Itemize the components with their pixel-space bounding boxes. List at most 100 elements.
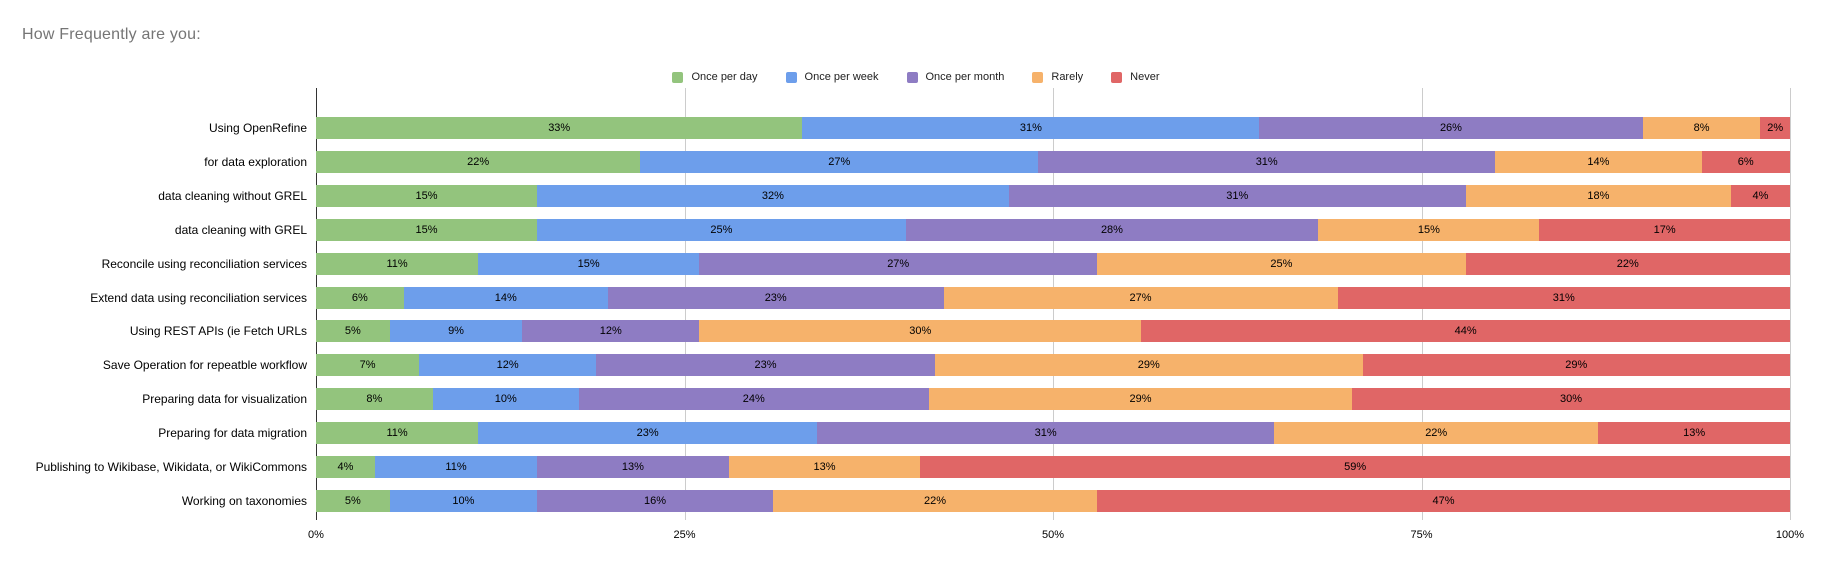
bar-segment[interactable]: 25% [537, 218, 906, 241]
bar-segment[interactable]: 23% [607, 286, 944, 309]
bar-segment[interactable]: 12% [419, 354, 597, 377]
bar-segment[interactable]: 5% [316, 320, 390, 343]
legend-swatch-icon [1111, 71, 1123, 83]
bar-segment[interactable]: 12% [522, 320, 700, 343]
bar-row: data cleaning with GREL 15% 25% 28% 15% 17% [175, 213, 1790, 247]
x-tick-label: 50% [1041, 529, 1065, 541]
x-tick-label: 25% [673, 529, 696, 541]
bar-segment[interactable]: 15% [316, 218, 538, 241]
stacked-bar: 11% 15% 27% 25% 22% [316, 252, 1790, 275]
legend-item: Once per day [672, 71, 758, 83]
bar-segment[interactable]: 10% [389, 490, 538, 513]
legend-label: Once per month [925, 71, 1005, 83]
bar-segment[interactable]: 24% [578, 388, 929, 411]
chart-title: How Frequently are you: [22, 26, 201, 43]
bar-segment[interactable]: 10% [432, 388, 579, 411]
category-label: Preparing for data migration [158, 426, 307, 441]
bar-segment[interactable]: 27% [640, 150, 1039, 173]
bar-segment[interactable]: 29% [935, 354, 1363, 377]
bar-segment[interactable]: 22% [1274, 422, 1599, 445]
bar-segment[interactable]: 27% [943, 286, 1338, 309]
bar-row: for data exploration 22% 27% 31% 14% 6% [204, 145, 1790, 179]
bar-segment[interactable]: 11% [316, 422, 479, 445]
bar-segment[interactable]: 8% [316, 388, 433, 411]
bar-segment[interactable]: 23% [596, 354, 936, 377]
legend-label: Rarely [1051, 71, 1084, 83]
bar-segment[interactable]: 4% [1731, 184, 1790, 207]
bar-segment[interactable]: 29% [1362, 354, 1790, 377]
bar-segment[interactable]: 18% [1465, 184, 1732, 207]
bar-segment[interactable]: 33% [316, 116, 803, 139]
bar-segment[interactable]: 6% [316, 286, 404, 309]
bar-segment[interactable]: 6% [1701, 150, 1790, 173]
bar-segment[interactable]: 13% [1598, 422, 1790, 445]
bar-row: Using REST APIs (ie Fetch URLs 5% 9% 12% 30%… [130, 315, 1790, 349]
legend-swatch-icon [785, 71, 797, 83]
bar-segment[interactable]: 47% [1097, 490, 1790, 513]
x-tick-label: 100% [1775, 529, 1805, 541]
bar-segment[interactable]: 31% [802, 116, 1260, 139]
bar-segment[interactable]: 30% [699, 320, 1142, 343]
x-axis: 0% 25% 50% 75% 100% [308, 520, 1804, 550]
bar-segment[interactable]: 2% [1760, 116, 1790, 139]
bar-segment[interactable]: 27% [699, 252, 1098, 275]
bar-segment[interactable]: 11% [316, 252, 479, 275]
stacked-bar: 11% 23% 31% 22% 13% [316, 422, 1790, 445]
bar-segment[interactable]: 15% [316, 184, 538, 207]
bar-segment[interactable]: 14% [403, 286, 608, 309]
bar-segment[interactable]: 15% [478, 252, 700, 275]
bar-segment[interactable]: 8% [1642, 116, 1761, 139]
bar-row: Using OpenRefine 33% 31% 26% 8% 2% [209, 111, 1790, 145]
stacked-bar: 5% 10% 16% 22% 47% [316, 490, 1790, 513]
stacked-bar: 7% 12% 23% 29% 29% [316, 354, 1790, 377]
bar-segment[interactable]: 22% [316, 150, 641, 173]
bar-segment[interactable]: 11% [374, 456, 538, 479]
stacked-bar: 5% 9% 12% 30% 44% [316, 320, 1790, 343]
bar-segment[interactable]: 31% [1337, 286, 1790, 309]
bar-segment[interactable]: 23% [478, 422, 818, 445]
bar-segment[interactable]: 14% [1495, 150, 1702, 173]
bar-segment[interactable]: 29% [928, 388, 1353, 411]
bar-segment[interactable]: 22% [1465, 252, 1790, 275]
bar-segment[interactable]: 32% [537, 184, 1009, 207]
bar-segment[interactable]: 7% [316, 354, 420, 377]
bar-segment[interactable]: 4% [316, 456, 375, 479]
category-label: Preparing data for visualization [142, 392, 307, 407]
bar-segment[interactable]: 31% [1038, 150, 1496, 173]
category-label: Save Operation for repeatble workflow [102, 358, 307, 373]
bar-segment[interactable]: 9% [389, 320, 523, 343]
bar-segment[interactable]: 28% [905, 218, 1319, 241]
bar-segment[interactable]: 59% [920, 456, 1790, 479]
bar-segment[interactable]: 13% [537, 456, 729, 479]
legend: Once per day Once per week Once per month R… [0, 70, 1832, 84]
bar-segment[interactable]: 31% [817, 422, 1275, 445]
bar-segment[interactable]: 13% [728, 456, 921, 479]
bar-row: Extend data using reconciliation service… [90, 281, 1790, 315]
bar-row: Save Operation for repeatble workflow 7% 1… [103, 348, 1790, 382]
legend-item: Once per week [785, 71, 879, 83]
category-label: data cleaning with GREL [174, 222, 307, 237]
bar-segment[interactable]: 31% [1008, 184, 1466, 207]
category-label: Publishing to Wikibase, Wikidata, or Wik… [35, 460, 307, 475]
category-label: Extend data using reconciliation service… [90, 290, 307, 305]
bar-rows: Using OpenRefine 33% 31% 26% 8% 2% for data ex… [36, 111, 1790, 518]
bar-segment[interactable]: 30% [1352, 388, 1790, 411]
legend-label: Once per week [804, 71, 879, 83]
bar-segment[interactable]: 5% [316, 490, 390, 513]
x-tick-label: 75% [1410, 529, 1433, 541]
bar-segment[interactable]: 44% [1141, 320, 1790, 343]
gridline [1790, 88, 1791, 520]
bar-segment[interactable]: 17% [1539, 218, 1790, 241]
bar-segment[interactable]: 26% [1259, 116, 1643, 139]
bar-segment[interactable]: 22% [772, 490, 1098, 513]
legend-item: Once per month [906, 71, 1005, 83]
category-label: Using REST APIs (ie Fetch URLs [129, 324, 307, 339]
bar-segment[interactable]: 15% [1318, 218, 1540, 241]
bar-segment[interactable]: 25% [1097, 252, 1466, 275]
legend-label: Once per day [691, 71, 758, 83]
bar-segment[interactable]: 16% [537, 490, 773, 513]
legend-label: Never [1130, 71, 1160, 83]
stacked-bar: 22% 27% 31% 14% 6% [316, 150, 1790, 173]
stacked-bar: 6% 14% 23% 27% 31% [316, 286, 1790, 309]
